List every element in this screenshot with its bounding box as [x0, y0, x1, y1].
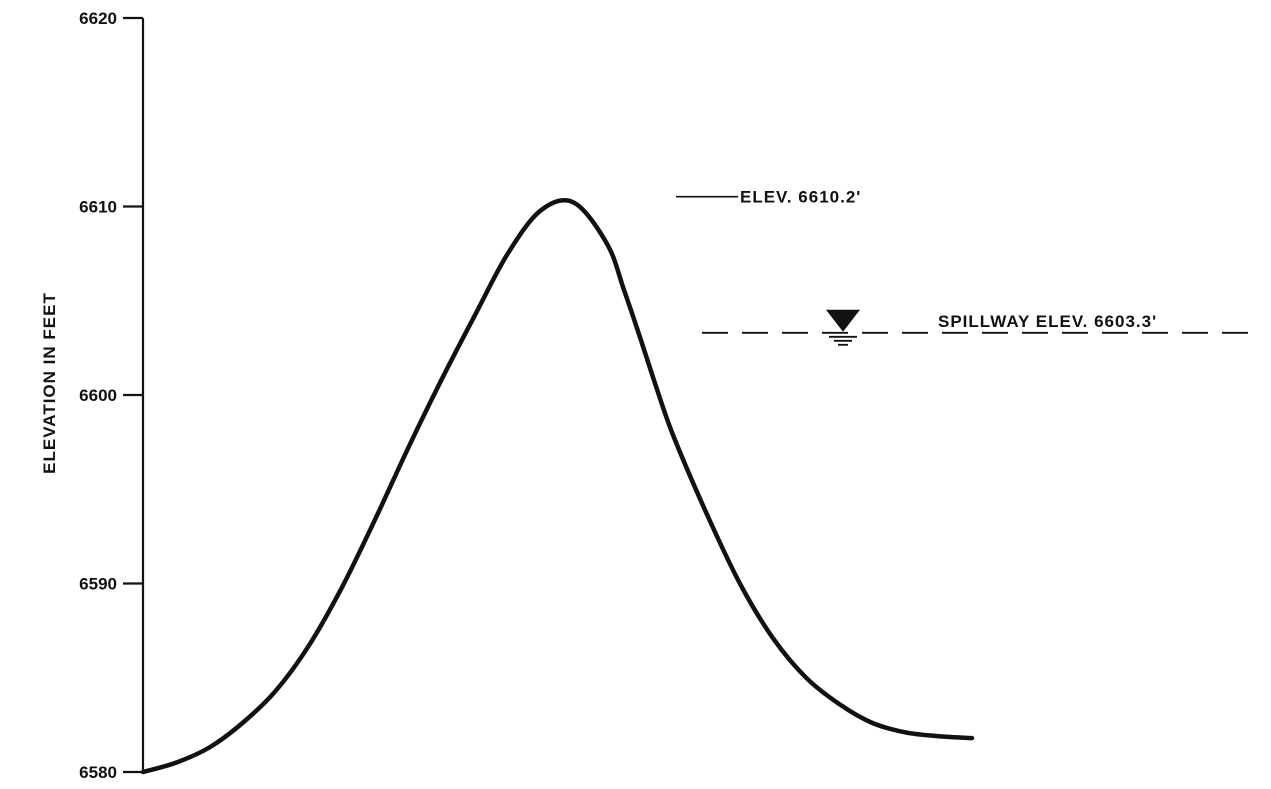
y-ticks: 6580 6590 6600 6610 6620: [79, 9, 143, 782]
crest-annotation: ELEV. 6610.2': [676, 188, 861, 207]
y-tick-label-6610: 6610: [79, 198, 117, 217]
y-tick-label-6580: 6580: [79, 763, 117, 782]
water-level-triangle-icon: [826, 309, 860, 332]
y-axis-title: ELEVATION IN FEET: [40, 292, 59, 474]
y-tick-label-6600: 6600: [79, 386, 117, 405]
y-tick-label-6620: 6620: [79, 9, 117, 28]
y-tick-label-6590: 6590: [79, 575, 117, 594]
spillway-elevation-label: SPILLWAY ELEV. 6603.3': [938, 312, 1157, 331]
crest-elevation-label: ELEV. 6610.2': [740, 188, 861, 207]
ground-profile-line: [140, 198, 975, 775]
spillway-annotation: SPILLWAY ELEV. 6603.3': [702, 309, 1250, 346]
